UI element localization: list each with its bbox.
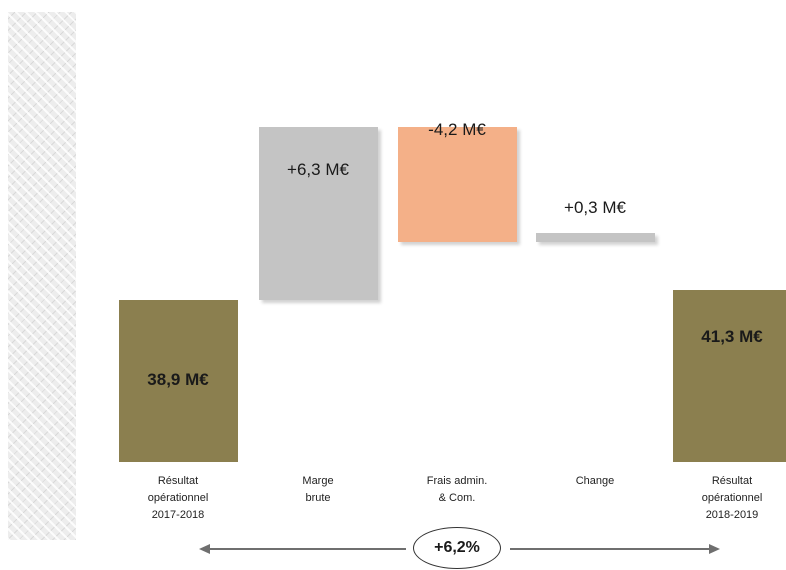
category-label-line: & Com. xyxy=(438,492,476,504)
bar-1 xyxy=(258,127,378,300)
growth-arrow-left-line xyxy=(208,548,406,550)
bar-value-label-2: -4,2 M€ xyxy=(428,120,486,139)
category-label-2: Frais admin. & Com. xyxy=(392,473,522,507)
category-label-line: Marge xyxy=(302,475,334,487)
category-label-line: opérationnel xyxy=(701,492,763,504)
category-label-3: Change xyxy=(530,473,660,490)
category-label-line: Résultat xyxy=(711,475,753,487)
category-label-1: Marge brute xyxy=(253,473,383,507)
bar-4 xyxy=(672,289,786,462)
growth-arrow-left-head xyxy=(199,544,210,554)
category-label-line: 2018-2019 xyxy=(705,509,759,521)
bar-0 xyxy=(118,299,238,462)
category-label-4: Résultat opérationnel 2018-2019 xyxy=(667,473,786,524)
decorative-pattern-strip xyxy=(8,12,76,540)
category-label-line: Change xyxy=(575,475,615,487)
category-label-0: Résultat opérationnel 2017-2018 xyxy=(113,473,243,524)
category-label-line: Résultat xyxy=(157,475,199,487)
category-label-line: opérationnel xyxy=(147,492,209,504)
bar-value-label-0: 38,9 M€ xyxy=(147,370,209,389)
bar-3 xyxy=(535,233,655,243)
bar-value-label-3: +0,3 M€ xyxy=(564,198,626,217)
growth-arrow-right-line xyxy=(510,548,709,550)
growth-badge: +6,2% xyxy=(413,527,501,569)
category-label-line: brute xyxy=(305,492,331,504)
bar-2 xyxy=(397,127,517,243)
bar-value-label-4: 41,3 M€ xyxy=(701,327,763,346)
category-label-line: Frais admin. xyxy=(426,475,488,487)
category-label-line: 2017-2018 xyxy=(151,509,205,521)
bar-value-label-1: +6,3 M€ xyxy=(287,160,349,179)
growth-arrow-right-head xyxy=(709,544,720,554)
